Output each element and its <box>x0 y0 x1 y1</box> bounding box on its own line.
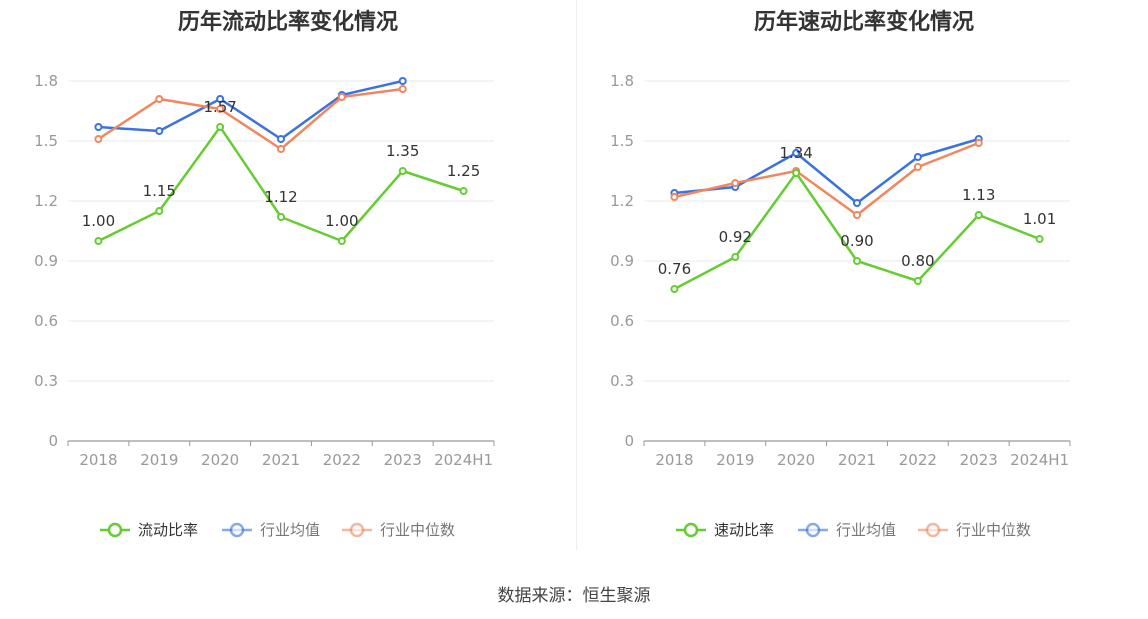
data-point-company <box>459 187 468 195</box>
data-point-company <box>913 277 922 285</box>
data-point-company <box>337 237 346 245</box>
chart-title-quick-ratio: 历年速动比率变化情况 <box>753 10 974 35</box>
y-tick-label: 1.5 <box>610 132 634 150</box>
data-point-company <box>792 169 801 177</box>
data-point-avg <box>398 77 407 85</box>
y-tick-label: 0.3 <box>610 372 634 390</box>
data-point-median <box>216 105 225 113</box>
data-point-avg <box>94 123 103 131</box>
series-line-median <box>674 141 980 217</box>
legend-icon-company[interactable] <box>683 522 699 538</box>
legend-label-median[interactable]: 行业中位数 <box>956 521 1031 539</box>
data-point-avg <box>216 95 225 103</box>
x-tick-label: 2022 <box>323 451 361 469</box>
data-point-avg <box>792 149 801 157</box>
x-tick-label: 2018 <box>79 451 117 469</box>
data-point-median <box>731 179 740 187</box>
data-point-company <box>216 123 225 131</box>
y-tick-label: 1.8 <box>610 72 634 90</box>
data-point-median <box>94 135 103 143</box>
series-line-avg <box>98 79 403 141</box>
x-tick-label: 2018 <box>655 451 693 469</box>
panel-divider <box>576 0 577 550</box>
x-tick-label: 2021 <box>262 451 300 469</box>
data-point-avg <box>155 127 164 135</box>
legend-icon-avg[interactable] <box>229 522 245 538</box>
x-tick-label: 2021 <box>838 451 876 469</box>
legend-icon-median[interactable] <box>349 522 365 538</box>
legend-label-avg[interactable]: 行业均值 <box>260 521 320 539</box>
data-label: 1.57 <box>203 98 236 116</box>
data-point-avg <box>913 153 922 161</box>
x-tick-label: 2019 <box>140 451 178 469</box>
data-label: 1.25 <box>447 162 480 180</box>
legend-icon-avg[interactable] <box>805 522 821 538</box>
y-tick-label: 0.6 <box>610 312 634 330</box>
data-point-median <box>974 139 983 147</box>
x-tick-label: 2023 <box>960 451 998 469</box>
data-point-company <box>277 213 285 221</box>
data-point-median <box>277 145 285 153</box>
data-source-note: 数据来源：恒生聚源 <box>497 586 651 606</box>
data-point-avg <box>277 135 285 143</box>
current-ratio-chart: 0 0.3 0.6 0.9 1.2 1.5 1.8 2018 2019 2020 2021 2022 2… <box>34 72 495 539</box>
data-point-company <box>1035 235 1044 243</box>
data-label: 0.80 <box>901 252 934 270</box>
data-point-company <box>94 237 103 245</box>
x-tick-label: 2020 <box>201 451 239 469</box>
data-label: 1.34 <box>779 144 812 162</box>
legend-icon-company[interactable] <box>107 522 123 538</box>
data-point-company <box>670 285 679 293</box>
data-label: 1.01 <box>1023 210 1056 228</box>
data-label: 1.13 <box>962 186 995 204</box>
y-tick-label: 1.2 <box>610 192 634 210</box>
data-point-median <box>155 95 164 103</box>
data-point-company <box>974 211 983 219</box>
y-tick-label: 0.9 <box>34 252 58 270</box>
data-label: 1.15 <box>143 182 176 200</box>
data-point-median <box>337 93 346 101</box>
data-point-avg <box>853 199 861 207</box>
chart-title-current-ratio: 历年流动比率变化情况 <box>177 10 398 35</box>
data-label: 0.90 <box>840 232 873 250</box>
data-label: 0.76 <box>658 260 691 278</box>
x-tick-label: 2024H1 <box>434 451 493 469</box>
y-tick-label: 0.3 <box>34 372 58 390</box>
data-point-company <box>155 207 164 215</box>
y-tick-label: 1.2 <box>34 192 58 210</box>
data-point-company <box>731 253 740 261</box>
quick-ratio-chart: 0 0.3 0.6 0.9 1.2 1.5 1.8 2018 2019 2020 2021 2022 2… <box>610 72 1071 539</box>
data-point-median <box>670 193 679 201</box>
data-label: 0.92 <box>719 228 752 246</box>
data-label: 1.12 <box>264 188 297 206</box>
legend-label-avg[interactable]: 行业均值 <box>836 521 896 539</box>
data-point-company <box>853 257 861 265</box>
y-tick-label: 1.8 <box>34 72 58 90</box>
legend-label-company[interactable]: 流动比率 <box>138 521 198 539</box>
data-label: 1.00 <box>82 212 115 230</box>
x-tick-label: 2019 <box>716 451 754 469</box>
x-tick-label: 2022 <box>899 451 937 469</box>
legend-label-median[interactable]: 行业中位数 <box>380 521 455 539</box>
x-tick-label: 2020 <box>777 451 815 469</box>
data-point-median <box>398 85 407 93</box>
legend-label-company[interactable]: 速动比率 <box>714 521 774 539</box>
y-tick-label: 0 <box>48 432 58 450</box>
x-tick-label: 2023 <box>384 451 422 469</box>
y-tick-label: 0.6 <box>34 312 58 330</box>
x-tick-label: 2024H1 <box>1010 451 1069 469</box>
series-line-avg <box>674 137 980 205</box>
series-line-median <box>97 87 403 151</box>
legend-icon-median[interactable] <box>925 522 941 538</box>
data-point-company <box>398 167 407 175</box>
y-tick-label: 0 <box>624 432 634 450</box>
data-label: 1.35 <box>386 142 419 160</box>
data-label: 1.00 <box>325 212 358 230</box>
y-tick-label: 0.9 <box>610 252 634 270</box>
data-point-median <box>913 163 922 171</box>
data-point-median <box>853 211 861 219</box>
y-tick-label: 1.5 <box>34 132 58 150</box>
